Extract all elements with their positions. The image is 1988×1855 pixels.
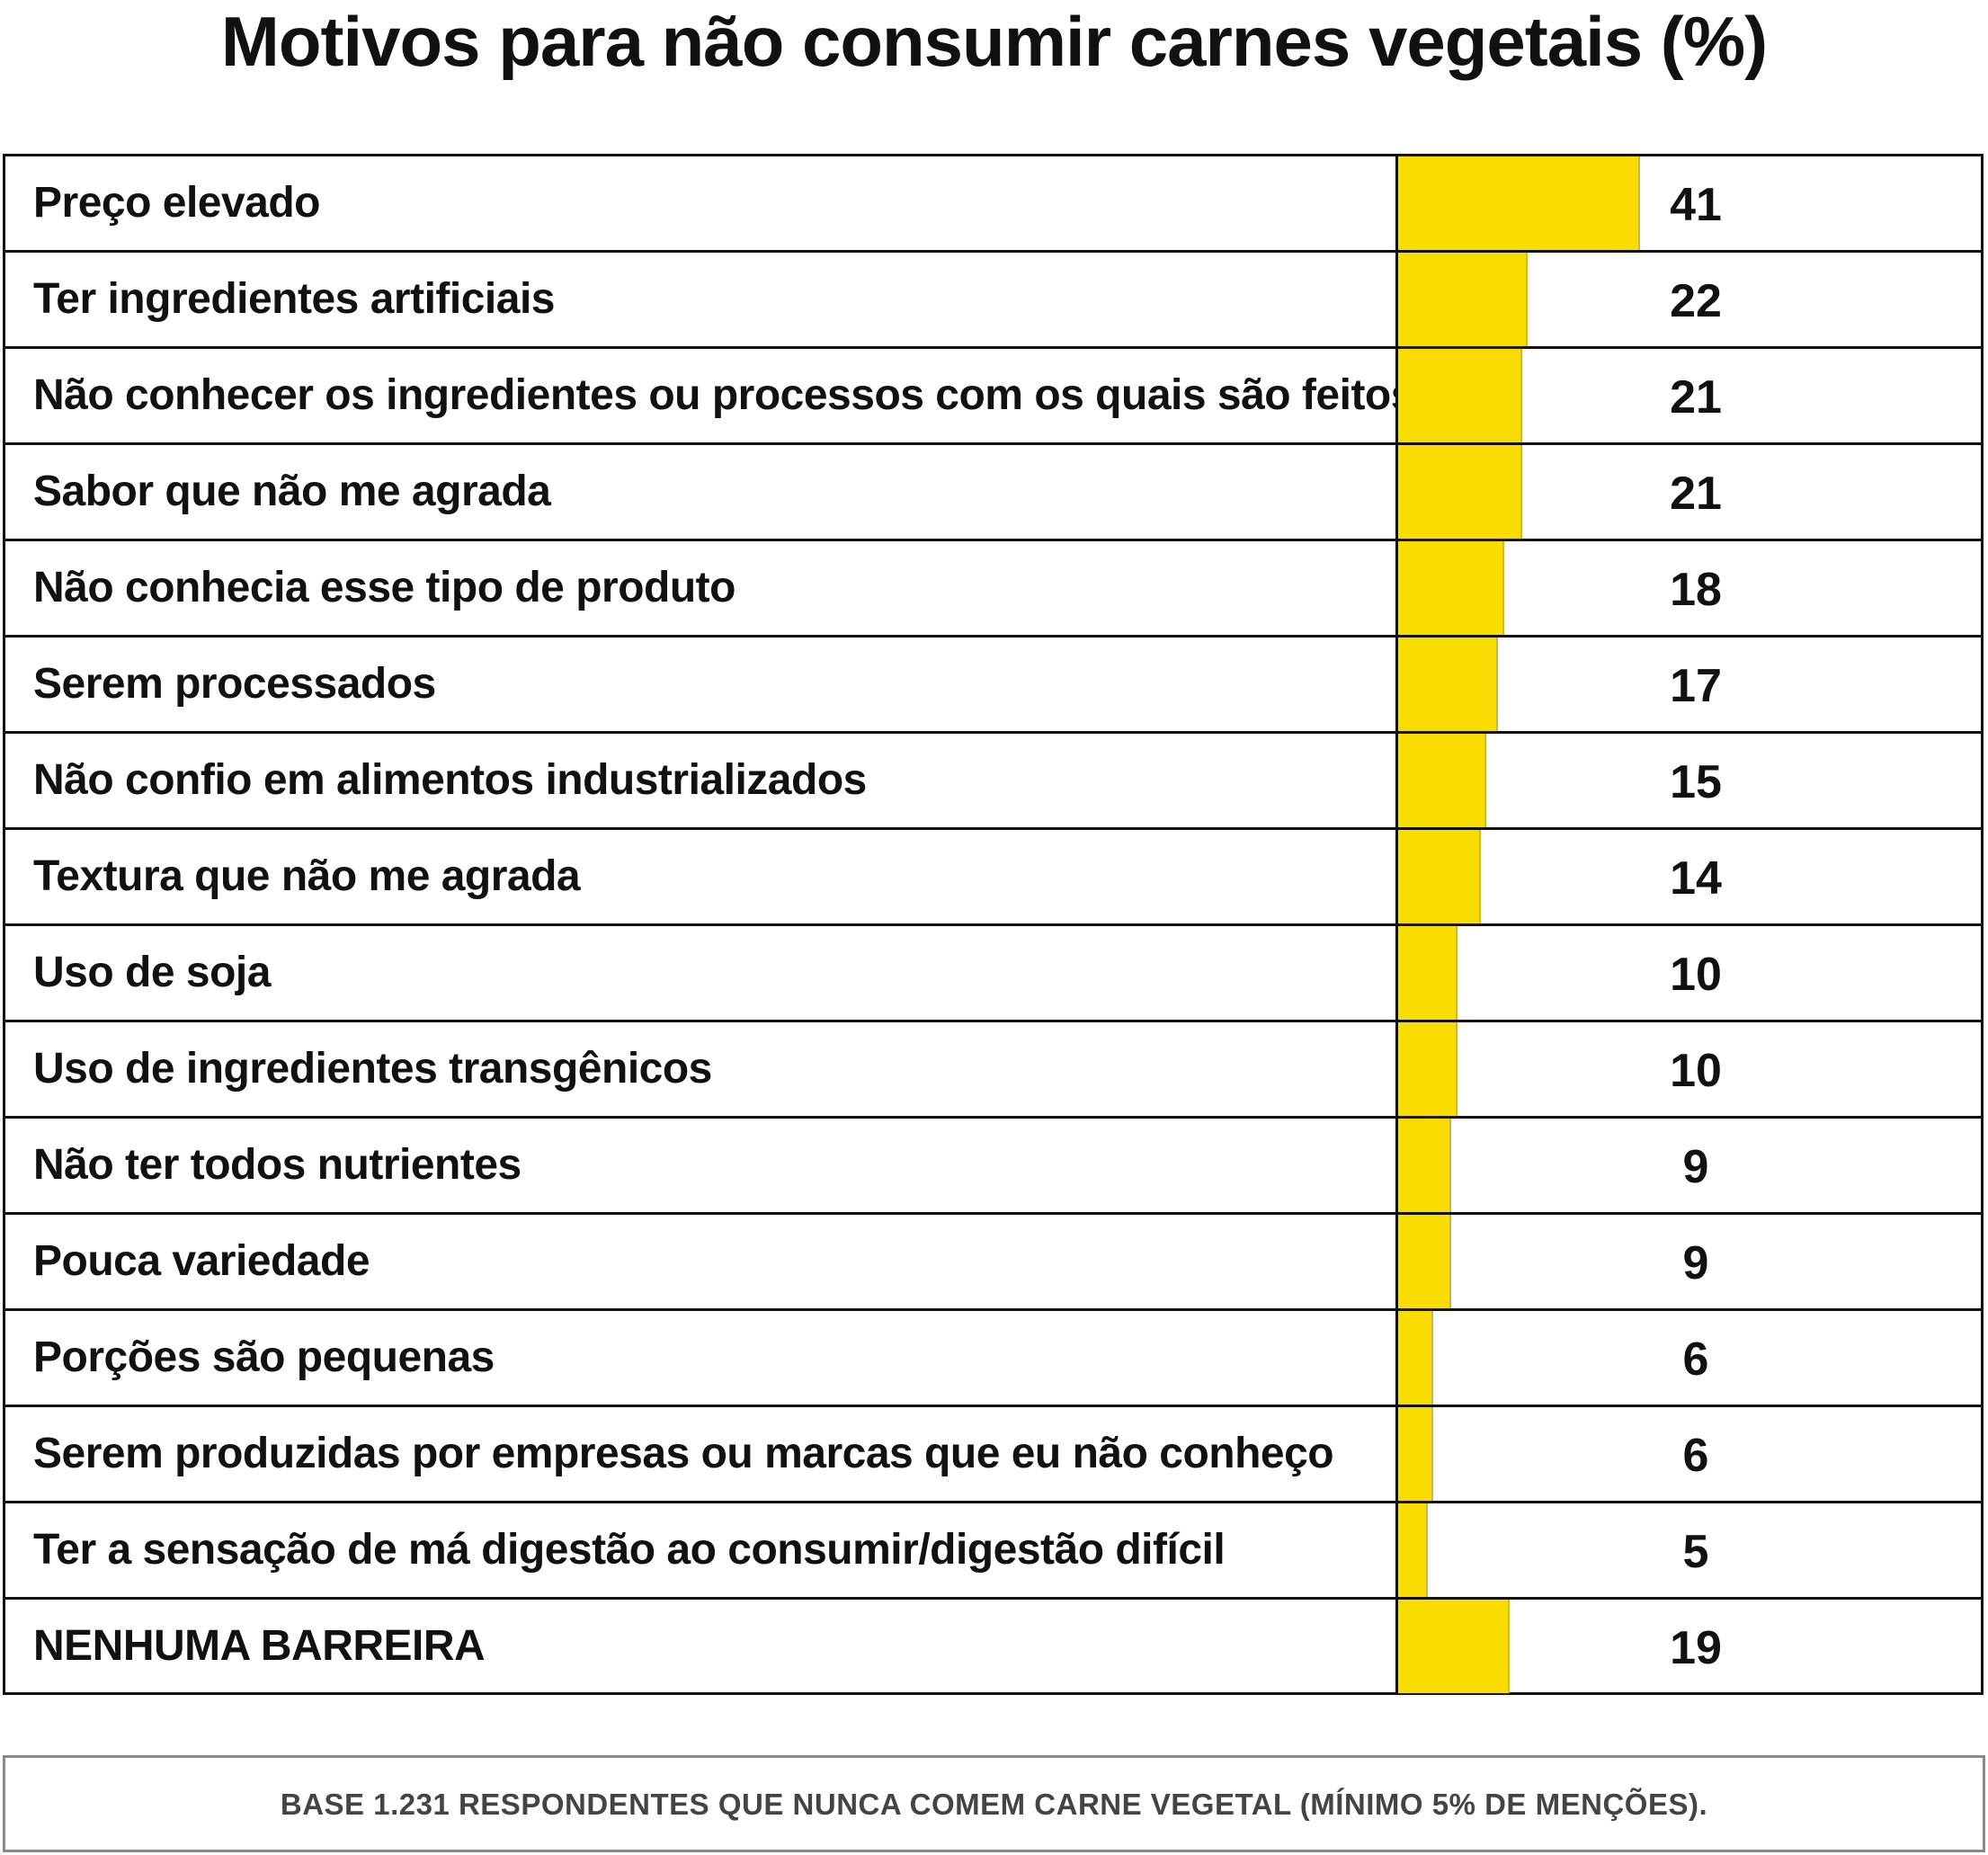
row-divider	[5, 1116, 1981, 1119]
bar	[1398, 1600, 1510, 1693]
table-row: Preço elevado 41	[5, 156, 1981, 253]
category-label: Textura que não me agrada	[33, 852, 581, 900]
table-row: NENHUMA BARREIRA 19	[5, 1600, 1981, 1696]
row-divider	[5, 250, 1981, 253]
bar	[1398, 156, 1640, 250]
value-label: 17	[1670, 660, 1722, 712]
row-divider	[5, 1212, 1981, 1215]
bar	[1398, 349, 1522, 442]
chart-table: Preço elevado 41 Ter ingredientes artifici…	[3, 154, 1984, 1695]
value-label: 22	[1670, 275, 1722, 327]
row-divider	[5, 1020, 1981, 1022]
value-label: 21	[1670, 371, 1722, 424]
value-label: 41	[1670, 179, 1722, 231]
row-divider	[5, 923, 1981, 926]
bar	[1398, 830, 1481, 923]
category-label: Não confio em alimentos industrializados	[33, 756, 867, 804]
bar	[1398, 253, 1528, 346]
row-divider	[5, 1405, 1981, 1407]
row-divider	[5, 1597, 1981, 1600]
value-label: 9	[1682, 1237, 1709, 1289]
value-label: 6	[1682, 1430, 1709, 1482]
row-divider	[5, 346, 1981, 349]
table-row: Serem produzidas por empresas ou marcas …	[5, 1407, 1981, 1503]
bar	[1398, 1119, 1451, 1212]
value-label: 10	[1670, 949, 1722, 1001]
source-note: BASE 1.231 RESPONDENTES QUE NUNCA COMEM …	[280, 1788, 1708, 1821]
table-row: Ter ingredientes artificiais 22	[5, 253, 1981, 349]
category-label: Sabor que não me agrada	[33, 468, 551, 515]
row-divider	[5, 1308, 1981, 1311]
row-divider	[5, 731, 1981, 734]
bar	[1398, 1022, 1458, 1116]
category-label: NENHUMA BARREIRA	[33, 1622, 486, 1670]
value-label: 6	[1682, 1333, 1709, 1386]
category-label: Uso de ingredientes transgênicos	[33, 1045, 712, 1092]
table-row: Sabor que não me agrada 21	[5, 445, 1981, 541]
category-label: Ter ingredientes artificiais	[33, 275, 555, 323]
category-label: Serem processados	[33, 660, 436, 708]
value-label: 10	[1670, 1045, 1722, 1097]
category-label: Preço elevado	[33, 179, 321, 227]
bar	[1398, 1311, 1433, 1405]
value-label: 15	[1670, 756, 1722, 808]
bar	[1398, 638, 1498, 731]
table-row: Não conhecia esse tipo de produto 18	[5, 541, 1981, 638]
table-row: Ter a sensação de má digestão ao consumi…	[5, 1503, 1981, 1600]
category-label: Pouca variedade	[33, 1237, 370, 1285]
category-label: Ter a sensação de má digestão ao consumi…	[33, 1526, 1226, 1574]
chart-title: Motivos para não consumir carnes vegetai…	[220, 2, 1768, 81]
bar	[1398, 734, 1486, 827]
category-label: Não conhecia esse tipo de produto	[33, 564, 735, 611]
category-label: Não ter todos nutrientes	[33, 1141, 522, 1189]
table-row: Porções são pequenas 6	[5, 1311, 1981, 1407]
table-row: Não confio em alimentos industrializados…	[5, 734, 1981, 830]
table-row: Não conhecer os ingredientes ou processo…	[5, 349, 1981, 445]
bar	[1398, 1215, 1451, 1308]
row-divider	[5, 827, 1981, 830]
bar	[1398, 541, 1504, 635]
category-label: Não conhecer os ingredientes ou processo…	[33, 371, 1414, 419]
table-row: Serem processados 17	[5, 638, 1981, 734]
category-label: Uso de soja	[33, 949, 271, 996]
bar	[1398, 445, 1522, 539]
category-label: Porções são pequenas	[33, 1333, 495, 1381]
value-label: 5	[1682, 1526, 1709, 1578]
bar	[1398, 1407, 1433, 1501]
bar-baseline	[1395, 156, 1398, 1692]
value-label: 9	[1682, 1141, 1709, 1193]
table-row: Textura que não me agrada 14	[5, 830, 1981, 926]
table-row: Uso de ingredientes transgênicos 10	[5, 1022, 1981, 1119]
table-row: Pouca variedade 9	[5, 1215, 1981, 1311]
value-label: 14	[1670, 852, 1722, 905]
row-divider	[5, 1501, 1981, 1503]
value-label: 18	[1670, 564, 1722, 616]
category-label: Serem produzidas por empresas ou marcas …	[33, 1430, 1334, 1477]
value-label: 21	[1670, 468, 1722, 520]
table-row: Não ter todos nutrientes 9	[5, 1119, 1981, 1215]
source-note-box: BASE 1.231 RESPONDENTES QUE NUNCA COMEM …	[3, 1755, 1985, 1852]
row-divider	[5, 442, 1981, 445]
bar	[1398, 1503, 1428, 1597]
bar	[1398, 926, 1458, 1020]
row-divider	[5, 539, 1981, 541]
row-divider	[5, 635, 1981, 638]
value-label: 19	[1670, 1622, 1722, 1674]
table-row: Uso de soja 10	[5, 926, 1981, 1022]
